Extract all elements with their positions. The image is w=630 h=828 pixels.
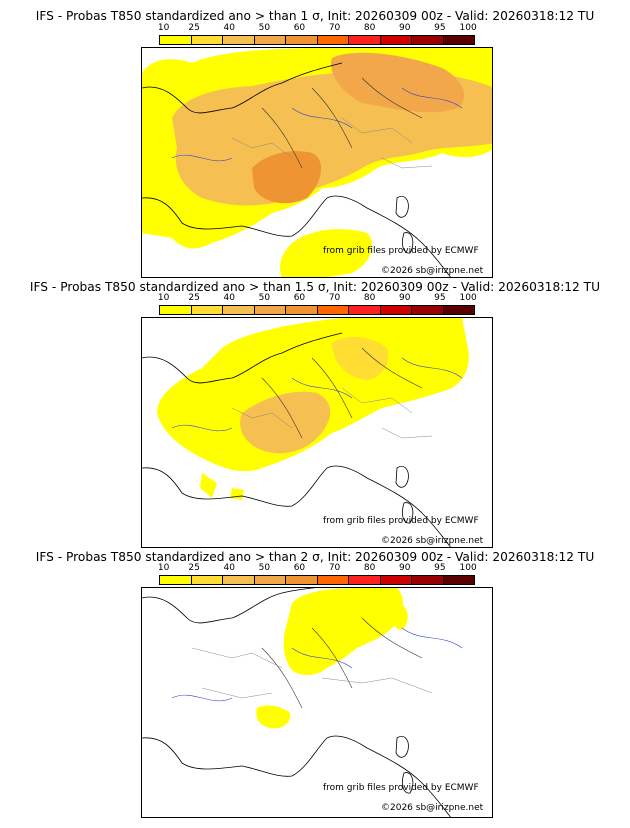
legend-swatch <box>223 36 255 44</box>
map-canvas <box>142 318 469 547</box>
probability-map: from grib files provided by ECMWF ©2026 … <box>141 47 493 278</box>
legend-swatch <box>412 36 444 44</box>
legend-tick-label: 25 <box>188 563 200 573</box>
legend-tick-label: 50 <box>258 563 271 573</box>
legend-swatch <box>223 306 255 314</box>
legend-tick-label: 10 <box>157 563 170 573</box>
legend-tick-label: 80 <box>363 293 376 303</box>
source-credit: from grib files provided by ECMWF <box>323 516 479 526</box>
source-credit: from grib files provided by ECMWF <box>323 783 479 793</box>
legend-swatch <box>160 36 192 44</box>
legend-tick-label: 40 <box>223 563 235 573</box>
legend-swatch <box>412 576 444 584</box>
legend-swatch <box>443 576 474 584</box>
legend-swatches <box>159 575 475 585</box>
legend-tick-label: 100 <box>459 23 477 33</box>
map-canvas <box>142 588 463 817</box>
legend-swatch <box>443 36 474 44</box>
legend-tick-label: 100 <box>459 293 477 303</box>
source-credit: from grib files provided by ECMWF <box>323 246 479 256</box>
legend-swatches <box>159 305 475 315</box>
legend-tick-label: 95 <box>434 563 446 573</box>
legend-tick-label: 40 <box>223 293 235 303</box>
legend-tick-label: 10 <box>157 293 170 303</box>
legend-swatch <box>160 576 192 584</box>
legend-swatch <box>349 306 381 314</box>
legend-tick-label: 70 <box>328 293 341 303</box>
legend-tick-label: 60 <box>293 23 306 33</box>
legend-swatch <box>254 36 286 44</box>
legend-tick-label: 80 <box>363 563 376 573</box>
legend-swatch <box>191 36 223 44</box>
legend-tick-label: 70 <box>328 563 341 573</box>
legend-swatch <box>349 576 381 584</box>
panel-title: IFS - Probas T850 standardized ano > tha… <box>35 550 595 564</box>
legend-tick-label: 70 <box>328 23 341 33</box>
legend-tick-label: 95 <box>434 23 446 33</box>
legend-tick-label: 10 <box>157 23 170 33</box>
legend-tick-label: 25 <box>188 23 200 33</box>
legend-swatch <box>286 306 318 314</box>
legend-tick-label: 60 <box>293 563 306 573</box>
color-legend: 10 25 40 50 60 70 80 90 95 100 <box>157 563 477 588</box>
legend-tick-label: 95 <box>434 293 446 303</box>
legend-ticks: 10 25 40 50 60 70 80 90 95 100 <box>157 23 477 34</box>
legend-swatch <box>317 306 349 314</box>
legend-ticks: 10 25 40 50 60 70 80 90 95 100 <box>157 563 477 574</box>
legend-swatch <box>380 306 412 314</box>
probability-map: from grib files provided by ECMWF ©2026 … <box>141 317 493 548</box>
copyright-credit: ©2026 sb@irizpne.net <box>381 803 484 813</box>
legend-swatch <box>286 36 318 44</box>
legend-swatch <box>254 576 286 584</box>
legend-tick-label: 25 <box>188 293 200 303</box>
legend-swatch <box>380 576 412 584</box>
panel-title: IFS - Probas T850 standardized ano > tha… <box>29 280 601 294</box>
legend-swatches <box>159 35 475 45</box>
legend-swatch <box>254 306 286 314</box>
legend-swatch <box>191 576 223 584</box>
map-canvas <box>142 48 492 277</box>
color-legend: 10 25 40 50 60 70 80 90 95 100 <box>157 23 477 48</box>
copyright-credit: ©2026 sb@irizpne.net <box>381 536 484 546</box>
legend-tick-label: 90 <box>399 23 411 33</box>
legend-tick-label: 50 <box>258 23 271 33</box>
probability-map: from grib files provided by ECMWF ©2026 … <box>141 587 493 818</box>
legend-tick-label: 90 <box>399 293 411 303</box>
legend-tick-label: 90 <box>399 563 411 573</box>
legend-swatch <box>317 36 349 44</box>
copyright-credit: ©2026 sb@irizpne.net <box>381 266 484 276</box>
legend-swatch <box>160 306 192 314</box>
legend-swatch <box>349 36 381 44</box>
legend-tick-label: 60 <box>293 293 306 303</box>
legend-tick-label: 40 <box>223 23 235 33</box>
legend-swatch <box>412 306 444 314</box>
legend-swatch <box>380 36 412 44</box>
legend-swatch <box>223 576 255 584</box>
legend-tick-label: 50 <box>258 293 271 303</box>
color-legend: 10 25 40 50 60 70 80 90 95 100 <box>157 293 477 318</box>
legend-swatch <box>191 306 223 314</box>
panel-title: IFS - Probas T850 standardized ano > tha… <box>35 9 595 23</box>
legend-swatch <box>286 576 318 584</box>
legend-swatch <box>443 306 474 314</box>
legend-tick-label: 100 <box>459 563 477 573</box>
legend-swatch <box>317 576 349 584</box>
legend-tick-label: 80 <box>363 23 376 33</box>
legend-ticks: 10 25 40 50 60 70 80 90 95 100 <box>157 293 477 304</box>
